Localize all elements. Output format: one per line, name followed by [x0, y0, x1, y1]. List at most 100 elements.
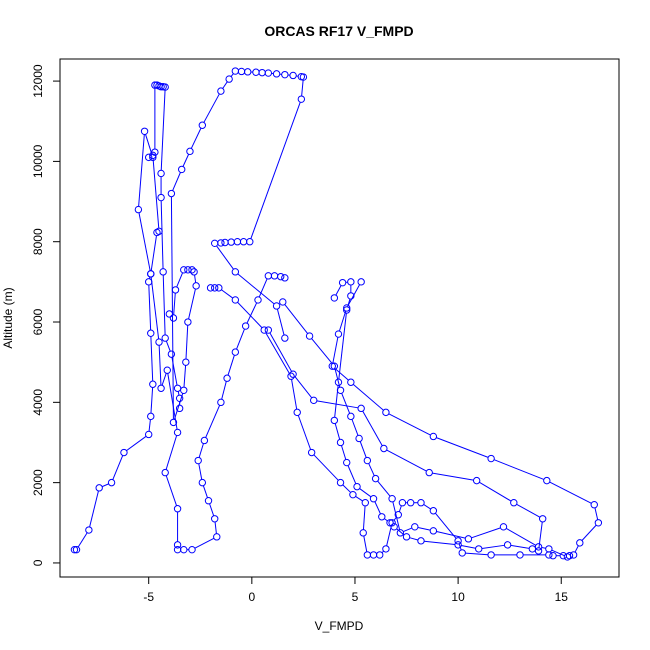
- data-point: [241, 322, 250, 330]
- series-segment: [126, 435, 147, 452]
- series-segment: [194, 274, 197, 283]
- data-point: [343, 458, 351, 467]
- data-point: [217, 239, 225, 247]
- data-point: [330, 294, 339, 302]
- data-point: [382, 545, 390, 553]
- series-segment: [436, 437, 489, 458]
- series-segment: [334, 367, 349, 381]
- y-axis-label: Altitude (m): [1, 287, 15, 348]
- data-point: [382, 408, 390, 417]
- series-segment: [581, 524, 597, 541]
- data-point: [217, 398, 225, 407]
- series-segment: [347, 465, 357, 484]
- series-segment: [291, 379, 298, 410]
- series-segment: [198, 463, 203, 480]
- data-point: [184, 318, 192, 326]
- data-point: [157, 169, 165, 178]
- data-point: [194, 456, 202, 465]
- series-segment: [538, 521, 543, 548]
- series-5: [279, 278, 603, 561]
- data-point: [475, 545, 483, 553]
- series-segment: [362, 505, 366, 530]
- data-point: [244, 68, 252, 76]
- data-point: [328, 362, 336, 370]
- data-point: [371, 474, 380, 483]
- data-point: [277, 272, 285, 281]
- data-point: [206, 284, 215, 292]
- data-point: [213, 533, 221, 541]
- series-segment: [173, 393, 184, 420]
- series-segment: [112, 455, 124, 480]
- data-point: [594, 519, 603, 527]
- y-tick-label: 2000: [31, 469, 45, 496]
- data-point: [388, 519, 396, 527]
- data-point: [147, 412, 155, 421]
- series-segment: [161, 373, 167, 386]
- data-point: [70, 545, 79, 554]
- series-segment: [258, 278, 268, 298]
- data-point: [186, 147, 194, 156]
- data-point: [458, 549, 466, 557]
- data-point: [299, 73, 308, 81]
- data-point: [147, 329, 155, 337]
- data-point: [211, 239, 219, 248]
- series-segment: [351, 419, 359, 436]
- data-point: [528, 545, 537, 553]
- series-segment: [185, 325, 189, 360]
- series-segment: [216, 245, 234, 270]
- data-point: [159, 268, 167, 276]
- data-point: [246, 238, 254, 246]
- data-point: [281, 334, 289, 342]
- series-segment: [77, 532, 88, 548]
- series-segment: [236, 328, 245, 350]
- data-point: [330, 362, 339, 370]
- data-point: [376, 551, 384, 559]
- series-segment: [138, 134, 145, 207]
- series-segment: [338, 313, 347, 380]
- data-point: [188, 266, 196, 274]
- x-tick-label: 10: [451, 590, 465, 604]
- data-point: [260, 326, 268, 334]
- data-point: [363, 456, 372, 465]
- data-point: [563, 553, 572, 561]
- data-point: [144, 153, 153, 162]
- data-point: [429, 507, 438, 515]
- series-segment: [177, 391, 180, 396]
- data-point: [155, 338, 163, 346]
- series-segment: [145, 134, 153, 155]
- series-segment: [165, 340, 171, 352]
- series-segment: [198, 443, 204, 458]
- series-segment: [374, 501, 381, 515]
- series-segment: [176, 272, 184, 288]
- data-point: [270, 272, 279, 280]
- data-point: [396, 529, 405, 537]
- data-point: [576, 539, 584, 547]
- series-segment: [551, 549, 565, 557]
- series-segment: [347, 298, 351, 308]
- data-point: [198, 478, 207, 487]
- data-point: [169, 418, 178, 427]
- series-segment: [386, 525, 392, 546]
- series-segment: [230, 73, 234, 77]
- series-segment: [434, 512, 457, 539]
- series-3: [165, 67, 308, 427]
- x-axis: -5 0 5 10 15: [143, 576, 568, 604]
- series-segment: [246, 302, 258, 324]
- data-point: [510, 499, 518, 507]
- series-segment: [165, 475, 178, 506]
- series-segment: [89, 490, 99, 528]
- series-segment: [148, 419, 151, 432]
- y-tick-label: 8000: [31, 228, 45, 255]
- data-point: [305, 332, 314, 340]
- series-segment: [549, 481, 592, 504]
- data-point: [211, 284, 219, 292]
- series-segment: [221, 381, 227, 400]
- data-point: [239, 238, 248, 246]
- data-point: [167, 350, 176, 358]
- series-segment: [101, 483, 109, 488]
- data-point: [516, 551, 524, 559]
- series-segment: [574, 545, 579, 553]
- series-segment: [465, 552, 488, 556]
- data-point: [293, 408, 301, 417]
